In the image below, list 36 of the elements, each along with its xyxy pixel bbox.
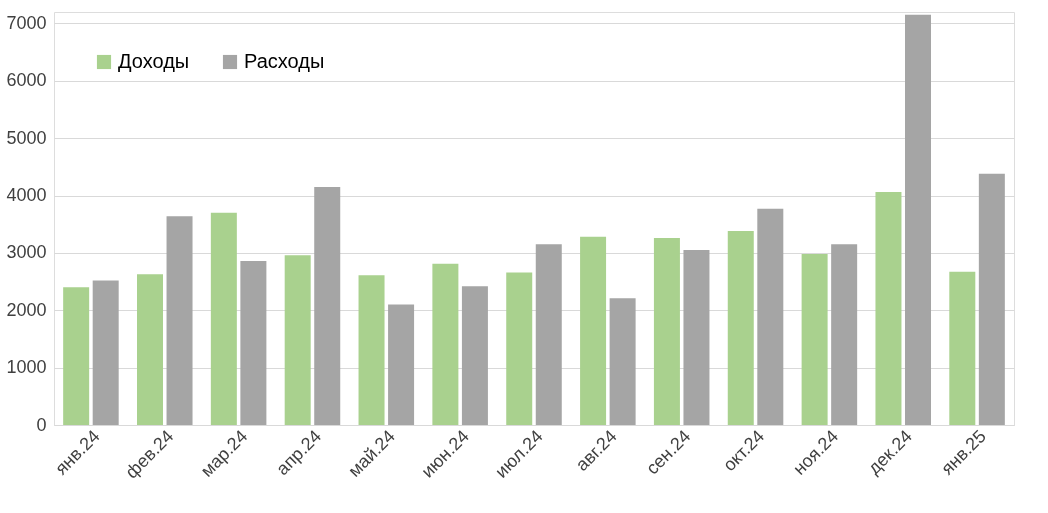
y-tick-label: 6000 (6, 70, 47, 91)
y-tick-label: 4000 (6, 185, 47, 206)
bar (580, 236, 607, 425)
bar (535, 244, 562, 425)
bar (388, 304, 415, 425)
bar (166, 216, 193, 425)
bar (461, 286, 488, 425)
y-tick-label: 2000 (6, 299, 47, 320)
legend-label: Доходы (118, 50, 190, 72)
bar (949, 271, 976, 425)
bar (609, 298, 636, 425)
y-tick-label: 5000 (6, 127, 47, 148)
y-tick-label: 0 (36, 414, 47, 435)
bar (757, 208, 784, 425)
legend-label: Расходы (244, 50, 325, 72)
bar (978, 173, 1005, 425)
bar (875, 192, 902, 425)
bar (831, 244, 858, 425)
bar (210, 212, 237, 425)
bar (683, 250, 710, 425)
bar (63, 287, 90, 425)
bar (905, 14, 931, 425)
bar (801, 254, 828, 425)
bar (314, 186, 341, 425)
bar (92, 280, 119, 425)
bar (506, 272, 533, 425)
bar (727, 231, 754, 425)
bar (137, 274, 163, 425)
bar (653, 238, 680, 425)
bar (284, 255, 311, 425)
y-tick-label: 1000 (6, 357, 47, 378)
y-tick-label: 3000 (6, 242, 47, 263)
bar (432, 263, 459, 425)
bar (358, 275, 385, 425)
bar (240, 260, 267, 425)
y-tick-label: 7000 (6, 12, 47, 33)
